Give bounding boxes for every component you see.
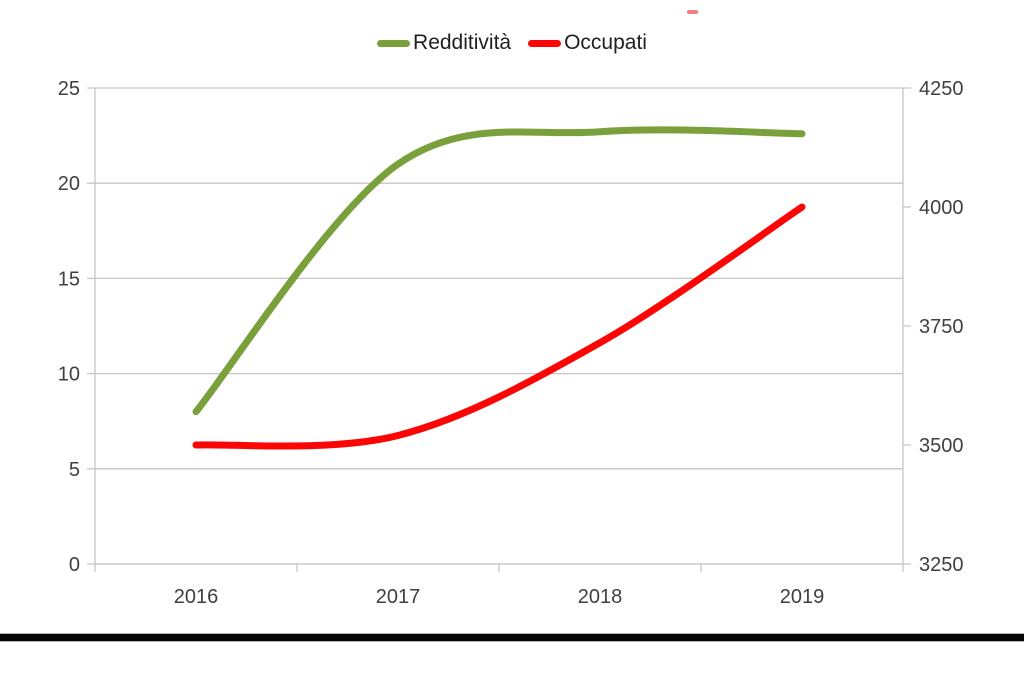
series-line-occupati [192, 203, 806, 450]
bottom-divider-rule [0, 633, 1024, 642]
dual-axis-line-chart: 0 5 10 15 20 25 3250 3500 3750 4000 4250 2016 2017 20… [0, 28, 1024, 608]
occupati-line-swatch [528, 39, 562, 47]
right-axis-label: 3250 [919, 554, 964, 576]
stray-red-mark [687, 10, 698, 14]
left-axis-label: 10 [58, 364, 80, 386]
x-axis-label: 2018 [578, 586, 623, 608]
right-axis-label: 4000 [919, 197, 964, 219]
redditivita-line-swatch [377, 39, 411, 47]
left-axis-label: 0 [69, 554, 80, 576]
left-axis-label: 5 [69, 459, 80, 481]
left-axis-label: 15 [58, 268, 80, 290]
x-axis-label: 2019 [780, 586, 825, 608]
right-axis-label: 3500 [919, 435, 964, 457]
x-axis-label: 2017 [376, 586, 421, 608]
legend-item-redditivita: Redditività [377, 31, 511, 55]
legend-item-occupati: Occupati [528, 31, 647, 55]
chart-legend: Redditività Occupati [0, 28, 1024, 58]
left-axis-label: 20 [58, 173, 80, 195]
right-axis-label: 3750 [919, 316, 964, 338]
legend-label-occupati: Occupati [564, 31, 647, 54]
line-chart: 0 5 10 15 20 25 3250 3500 3750 4000 4250 2016 2017 20… [58, 78, 964, 608]
series-line-redditivit [192, 126, 806, 416]
legend-label-redditivita: Redditività [413, 31, 512, 54]
x-axis-label: 2016 [174, 586, 219, 608]
right-axis-label: 4250 [919, 78, 964, 100]
left-axis-label: 25 [58, 78, 80, 100]
